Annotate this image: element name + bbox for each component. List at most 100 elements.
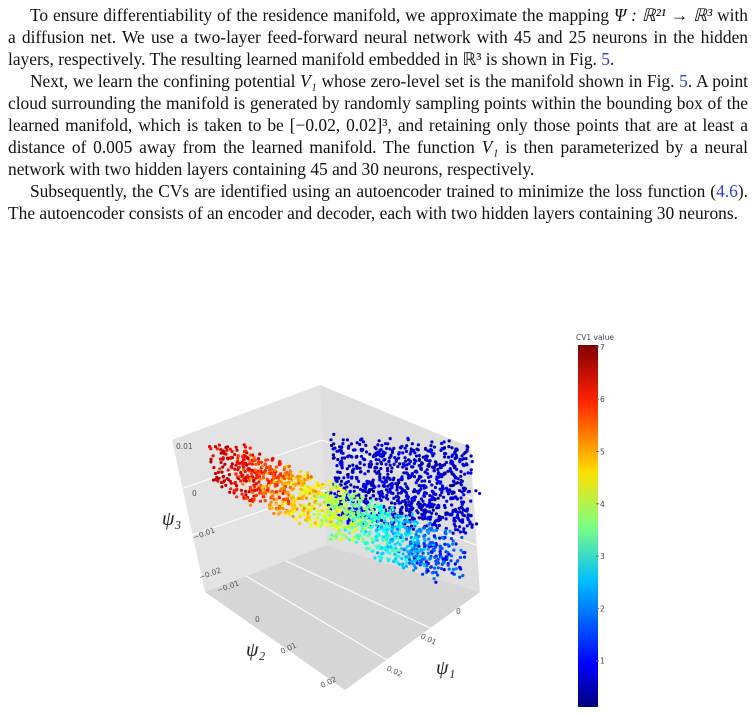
point [365,510,369,514]
figure-link[interactable]: 5 [601,49,610,69]
point [371,478,375,482]
point [463,472,467,476]
point [436,504,440,508]
point [469,468,473,472]
point [375,462,379,466]
point [423,544,427,549]
point [384,535,388,539]
point [315,495,319,499]
colorbar-ticks: 1 2 3 4 5 6 7 [596,343,605,666]
point [379,510,383,514]
point [395,499,400,503]
point [449,484,453,488]
point [409,447,413,451]
point [468,513,472,517]
point [408,452,412,456]
point [300,483,304,488]
point [447,567,451,571]
point [384,480,389,484]
point [436,467,440,472]
point [397,562,401,566]
point [419,559,423,563]
point [220,481,224,485]
point [404,471,408,475]
point [349,442,353,446]
point [252,497,256,502]
point [351,463,355,467]
point [411,465,415,469]
point [462,514,467,518]
point [440,489,444,493]
point [429,565,433,569]
colorbar-tick-label: 2 [600,604,605,613]
point [358,533,362,538]
z-axis-title: ψ₃ [162,508,181,530]
point [405,444,409,448]
point [288,469,292,473]
point [408,550,413,554]
point [360,437,364,441]
point [350,455,354,459]
point [409,449,413,454]
point [347,510,351,514]
point [431,508,435,512]
point [234,472,238,476]
point [239,479,243,483]
point [326,520,331,524]
point [432,534,436,538]
point [220,470,224,474]
point [334,535,338,539]
point [367,547,371,551]
point [392,462,396,466]
point [446,512,450,516]
point [362,482,366,486]
point [427,510,432,514]
point [345,467,349,471]
point [280,503,285,507]
point [370,524,375,529]
point [378,478,382,482]
point [311,492,315,496]
point [335,486,339,490]
text: Next, we learn the confining potential [30,71,301,91]
point [397,555,401,559]
point [254,493,258,497]
point [281,475,285,479]
point [462,493,466,497]
point [308,506,312,510]
point [277,496,281,500]
equation-link[interactable]: 4.6 [716,181,738,201]
point [365,500,369,504]
point [410,559,414,564]
point [463,451,467,455]
point [368,514,372,518]
point [459,474,463,478]
point [213,445,218,449]
point [293,506,297,510]
point [351,537,355,542]
point [217,443,221,447]
point [355,477,359,481]
point [400,556,404,561]
point [366,469,370,473]
point [388,477,392,481]
point [287,472,291,476]
point [358,516,362,520]
point [346,446,350,450]
point [354,528,358,532]
point [382,476,386,480]
point [377,505,381,509]
figure-link[interactable]: 5 [679,71,688,91]
point [371,509,375,513]
point [328,495,332,499]
point [454,481,458,485]
point [332,512,337,517]
point [319,492,323,496]
point [450,460,454,464]
point [291,514,295,519]
point [394,557,398,561]
point [413,522,417,526]
point [456,528,460,532]
point [444,532,448,536]
point [263,499,267,503]
